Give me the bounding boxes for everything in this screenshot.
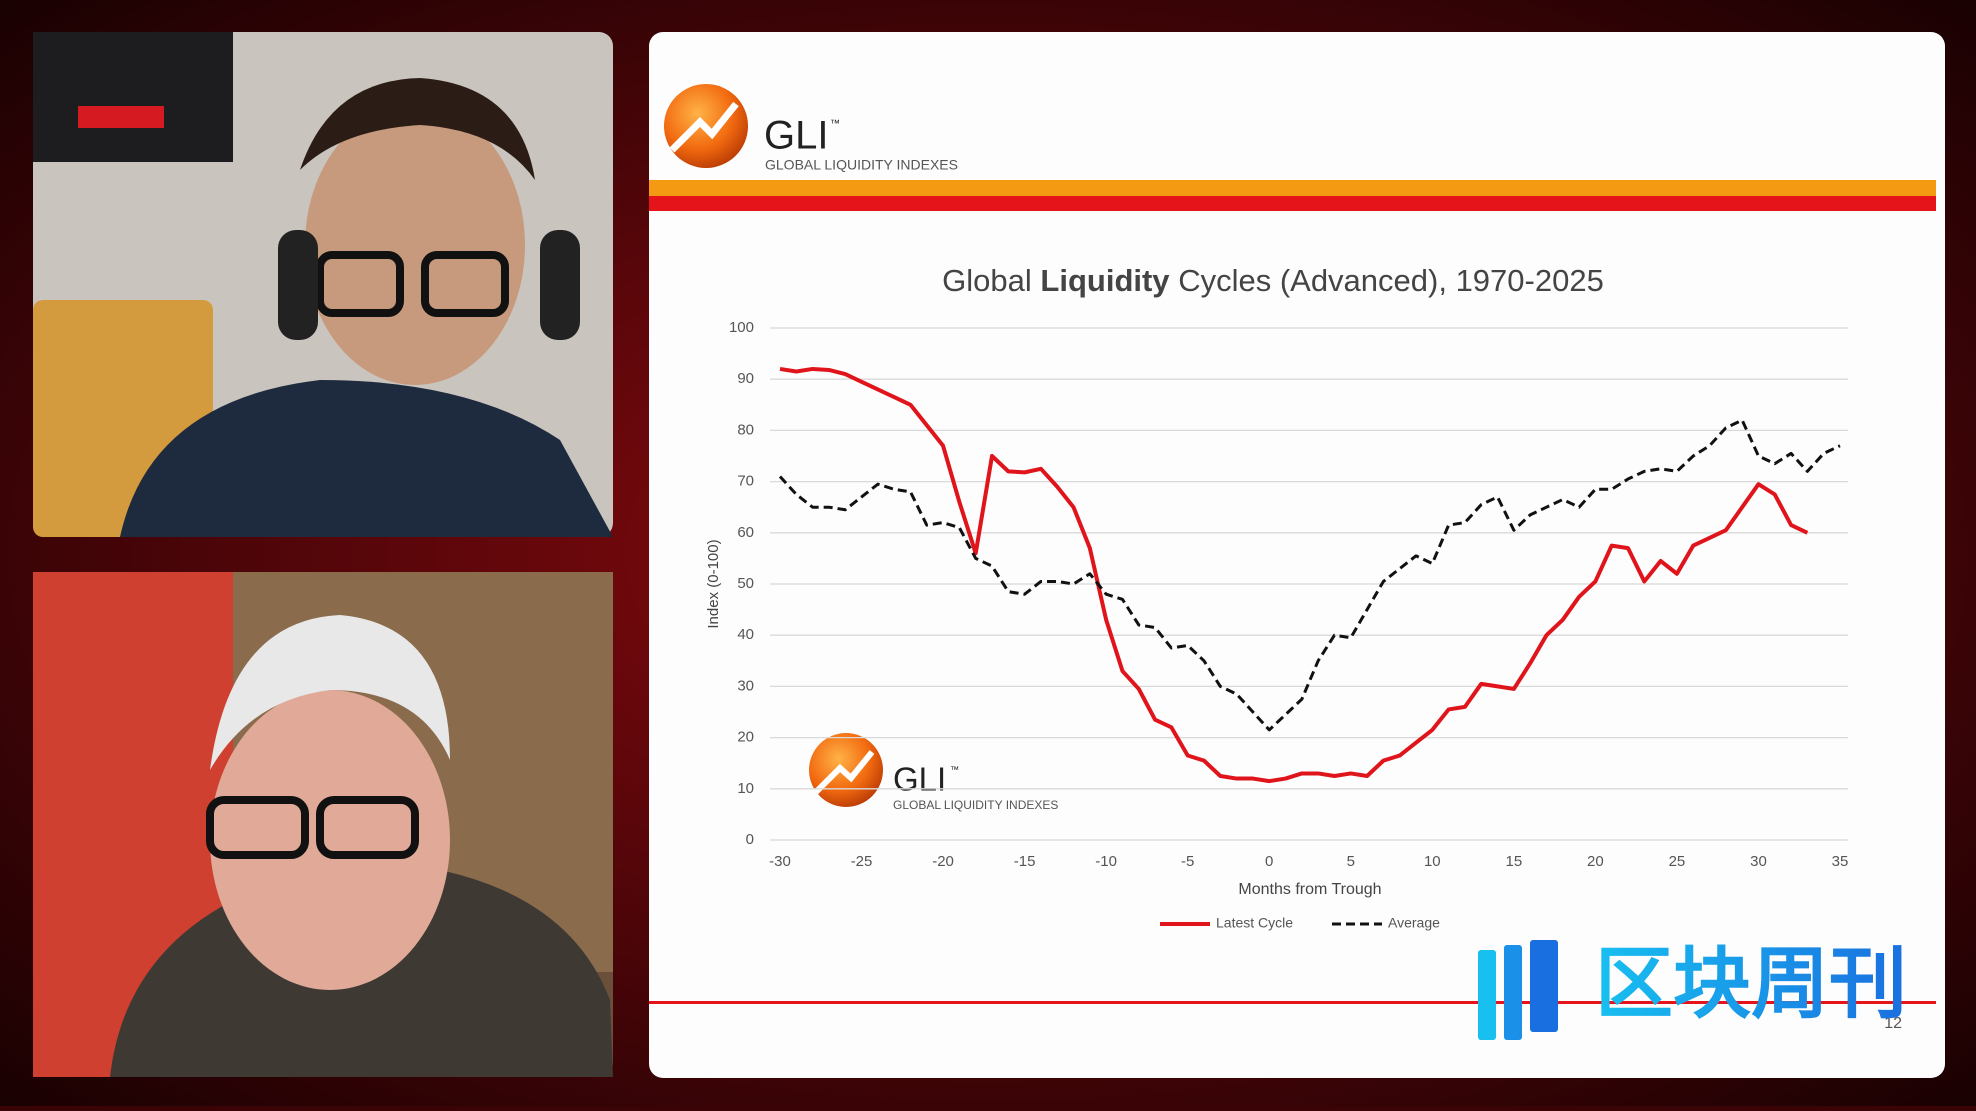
y-tick-label: 50 [737,575,754,592]
y-tick-label: 60 [737,524,754,541]
page-number: 12 [1884,1015,1902,1032]
x-tick-label: 20 [1587,853,1604,870]
y-axis-label: Index (0-100) [705,539,722,628]
y-tick-label: 90 [737,370,754,387]
video-bottom [33,572,613,1077]
x-tick-label: -20 [932,853,954,870]
title-run: Cycles (Advanced), 1970-2025 [1178,263,1604,298]
legend-label: Latest Cycle [1216,915,1293,931]
chart-logo-tm: ™ [950,764,959,774]
y-tick-label: 10 [737,780,754,797]
x-tick-label: 35 [1832,853,1849,870]
slide [649,32,1945,1078]
x-axis-label: Months from Trough [1238,881,1381,898]
series-line [779,366,1809,784]
logo-tm: ™ [830,119,840,130]
x-tick-label: 10 [1424,853,1441,870]
x-tick-label: -10 [1095,853,1117,870]
x-tick-label: -30 [769,853,791,870]
legend-label: Average [1388,915,1440,931]
x-tick-label: -15 [1014,853,1036,870]
y-tick-label: 30 [737,677,754,694]
y-tick-label: 100 [729,319,754,336]
y-tick-label: 80 [737,421,754,438]
title-run: Global [942,263,1032,298]
chart-title: Global Liquidity Cycles (Advanced), 1970… [942,263,1604,298]
x-tick-label: -25 [851,853,873,870]
chart-logo-text: GLI [893,761,946,798]
x-tick-label: 0 [1265,853,1273,870]
y-tick-label: 70 [737,473,754,490]
x-tick-label: 25 [1669,853,1686,870]
y-tick-label: 40 [737,626,754,643]
watermark-icon [1478,940,1558,1040]
logo-subtitle: GLOBAL LIQUIDITY INDEXES [765,157,958,173]
x-tick-label: 5 [1347,853,1355,870]
y-tick-label: 20 [737,729,754,746]
y-tick-label: 0 [746,831,754,848]
watermark: 区块周刊 [1595,940,1907,1028]
video-top [33,32,613,537]
logo-text: GLI [764,114,828,158]
x-tick-label: 15 [1506,853,1523,870]
title-run: Liquidity [1040,263,1170,298]
chart-logo-subtitle: GLOBAL LIQUIDITY INDEXES [893,798,1058,812]
x-tick-label: 30 [1750,853,1767,870]
x-tick-label: -5 [1181,853,1194,870]
